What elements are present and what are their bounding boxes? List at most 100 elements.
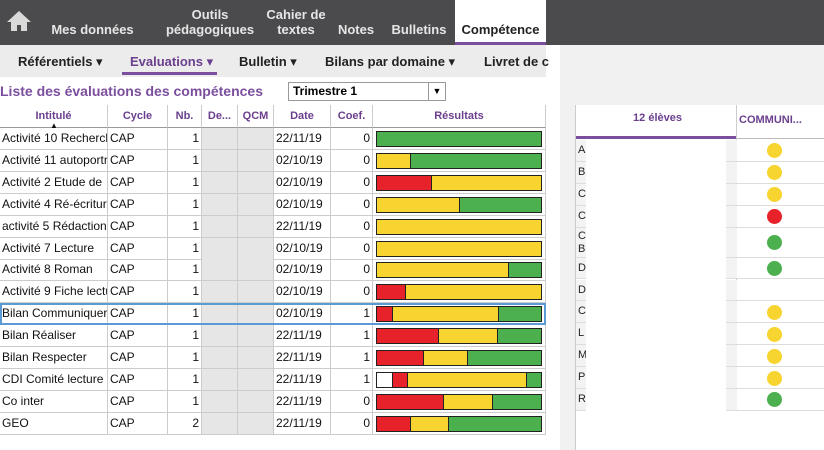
column-header[interactable]: Date [274,105,331,128]
table-row[interactable] [0,259,546,281]
student-initial: R [578,393,586,405]
period-select[interactable]: Trimestre 1 [288,82,446,101]
table-cell: 02/10/19 [274,149,331,172]
empty-cell [202,149,238,172]
table-cell: 1 [331,347,373,369]
students-column[interactable]: COMMUNI... [739,114,802,126]
table-cell: 1 [331,325,373,348]
result-segment [409,153,541,168]
subnav-item[interactable]: Evaluations ▾ [122,54,218,75]
table-row[interactable] [0,194,546,216]
table-row[interactable] [0,150,546,172]
table-cell: 1 [168,128,202,150]
select-arrow[interactable]: ▼ [428,83,445,100]
empty-cell [238,347,274,369]
status-dot [767,187,782,203]
table-row[interactable] [0,128,546,150]
nav-item[interactable]: Bulletins [391,22,447,37]
table-cell: 0 [331,193,373,216]
result-segment [377,372,392,387]
table-cell: Activité 4 Ré-écriture [0,193,108,216]
table-row[interactable] [0,281,546,303]
column-header[interactable]: Nb. [168,105,202,128]
table-row[interactable] [0,391,546,413]
result-segment [431,175,541,190]
status-dot [767,392,782,408]
result-segment [391,372,407,387]
column-header[interactable]: QCM [238,105,274,128]
top-bar [0,0,824,45]
table-cell: 0 [331,149,373,172]
table-row[interactable] [0,303,546,326]
table-cell: CAP [108,171,168,194]
results-bar [376,415,542,432]
empty-cell [202,390,238,413]
subnav-item[interactable]: Bulletin ▾ [239,54,297,69]
nav-item[interactable]: Notes [337,22,375,37]
table-cell: Activité 2 Etude de [0,171,108,194]
empty-cell [202,237,238,260]
table-cell: 1 [168,390,202,413]
results-bar [376,218,542,235]
empty-cell [238,128,274,150]
result-segment [377,285,405,300]
table-cell: 0 [331,281,373,304]
table-row[interactable] [0,413,546,435]
subnav-item[interactable]: Bilans par domaine ▾ [325,54,456,69]
table-cell: 02/10/19 [274,171,331,194]
status-dot [767,235,782,251]
results-cell [373,303,546,326]
column-header[interactable]: Coef. [331,105,373,128]
column-header[interactable]: Résultats [373,105,546,128]
table-cell: 02/10/19 [274,193,331,216]
results-cell [373,412,546,435]
nav-item[interactable]: Cahier de textes [266,7,326,37]
table-cell: CAP [108,128,168,150]
table-cell: Bilan Respecter [0,347,108,369]
table-cell: CAP [108,412,168,435]
students-header[interactable]: 12 élèves [633,112,682,124]
table-cell: activité 5 Rédaction [0,215,108,238]
student-initial: C [578,209,586,222]
column-header[interactable]: Intitulé [0,105,108,128]
empty-cell [202,368,238,391]
column-header[interactable]: De... [202,105,238,128]
results-cell [373,237,546,260]
nav-item[interactable]: Outils pédagogiques [165,7,255,37]
redaction [586,140,726,411]
results-cell [373,215,546,238]
table-row[interactable] [0,238,546,260]
student-initial: C [578,305,586,318]
nav-item[interactable]: Compétence [461,22,540,37]
result-segment [377,263,509,278]
table-row[interactable] [0,369,546,391]
table-cell: 1 [168,215,202,238]
col-underline [737,138,824,139]
table-cell: 2 [168,412,202,435]
table-cell: 1 [168,347,202,369]
subnav-item[interactable]: Livret de c [484,54,550,69]
table-cell: Activité 11 autoportrait [0,149,108,172]
table-row[interactable] [0,325,546,347]
table-cell: Activité 7 Lecture [0,237,108,260]
table-row[interactable] [0,216,546,238]
empty-cell [238,368,274,391]
empty-cell [202,325,238,348]
empty-cell [202,259,238,282]
table-cell: CAP [108,347,168,369]
empty-cell [238,193,274,216]
table-cell: CDI Comité lecture [0,368,108,391]
empty-cell [202,281,238,304]
table-cell: Activité 9 Fiche lecture [0,281,108,304]
results-cell [373,149,546,172]
table-row[interactable] [0,172,546,194]
empty-cell [238,237,274,260]
home-icon[interactable] [6,10,32,32]
subnav-item[interactable]: Référentiels ▾ [18,54,103,69]
results-bar [376,240,542,257]
table-row[interactable] [0,347,546,369]
nav-item[interactable]: Mes données [51,22,134,37]
result-segment [377,197,459,212]
column-header[interactable]: Cycle [108,105,168,128]
